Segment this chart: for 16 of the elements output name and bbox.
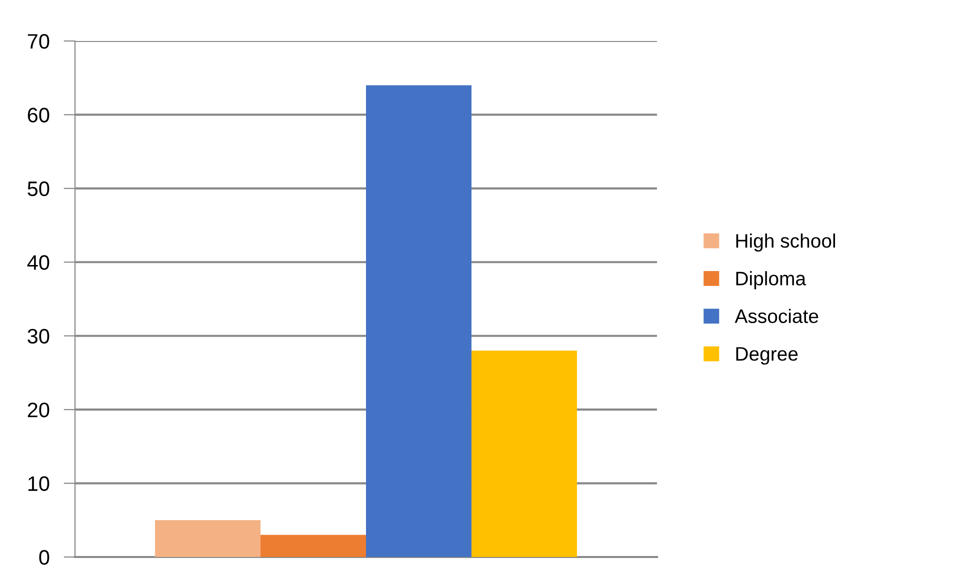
bar bbox=[260, 534, 366, 557]
bar bbox=[366, 85, 472, 557]
bar bbox=[155, 520, 261, 557]
y-tick-label: 20 bbox=[28, 402, 50, 418]
y-tick-label: 10 bbox=[28, 476, 50, 492]
y-tick-label: 30 bbox=[28, 328, 50, 344]
y-tick-label: 0 bbox=[39, 550, 50, 565]
bar bbox=[471, 350, 577, 557]
y-tick-label: 50 bbox=[28, 181, 50, 196]
y-tick-label: 40 bbox=[27, 255, 50, 270]
y-tick-label: 70 bbox=[28, 34, 50, 49]
legend-label: High school bbox=[736, 233, 836, 252]
legend-label: Diploma bbox=[736, 271, 806, 290]
legend-label: Associate bbox=[734, 308, 818, 324]
y-tick-label: 60 bbox=[28, 108, 50, 122]
legend-label: Degree bbox=[736, 347, 798, 365]
